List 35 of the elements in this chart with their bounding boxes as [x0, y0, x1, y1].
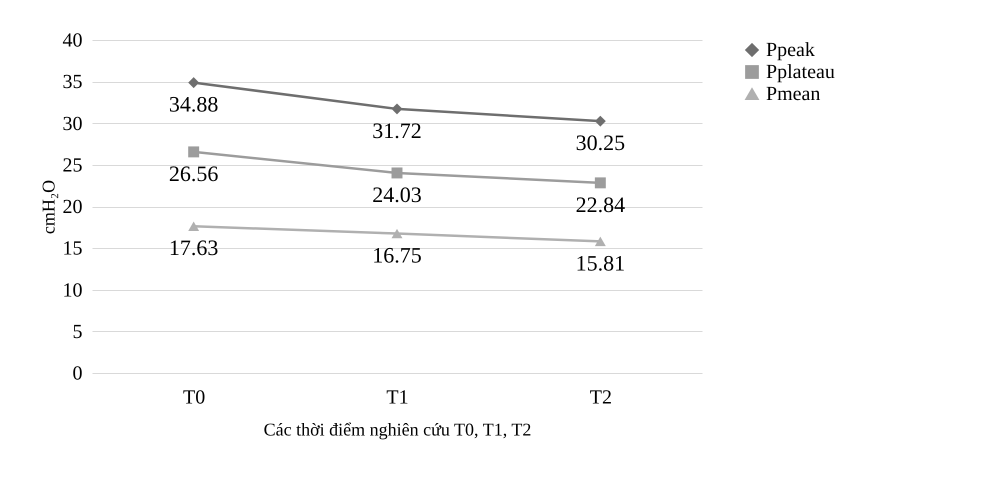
x-axis-title: Các thời điểm nghiên cứu T0, T1, T2 [264, 420, 532, 440]
y-tick-label: 30 [62, 112, 82, 135]
data-label: 26.56 [168, 160, 218, 186]
point [188, 146, 200, 158]
y-tick-label: 35 [62, 71, 82, 94]
point [594, 116, 606, 127]
legend-label: Ppeak [766, 39, 815, 61]
x-tick-label: T1 [386, 386, 409, 408]
data-label: 31.72 [372, 118, 422, 143]
data-label: 15.81 [576, 250, 626, 276]
y-tick-label: 20 [62, 196, 82, 218]
y-tick-label: 5 [72, 320, 82, 343]
data-label: 24.03 [372, 182, 422, 207]
data-label: 30.25 [576, 130, 626, 156]
x-tick-label: T0 [183, 386, 206, 408]
data-label: 22.84 [576, 192, 626, 217]
data-label: 34.88 [168, 92, 218, 117]
data-label: 17.63 [168, 235, 218, 260]
y-axis-title: cmH₂O [38, 180, 58, 234]
point [392, 167, 402, 178]
data-label: 16.75 [372, 242, 422, 268]
y-tick-label: 15 [62, 238, 82, 260]
legend-label: Pplateau [766, 61, 835, 83]
y-tick-label: 25 [62, 154, 82, 176]
y-tick-label: 10 [62, 279, 82, 302]
legend-label: Pmean [766, 83, 820, 105]
point [188, 221, 200, 231]
point [392, 103, 402, 114]
point [594, 236, 606, 246]
point [188, 77, 200, 88]
x-tick-label: T2 [590, 386, 612, 408]
y-tick-label: 0 [72, 362, 82, 384]
point [392, 228, 402, 238]
point [594, 177, 606, 188]
y-tick-label: 40 [62, 30, 82, 52]
